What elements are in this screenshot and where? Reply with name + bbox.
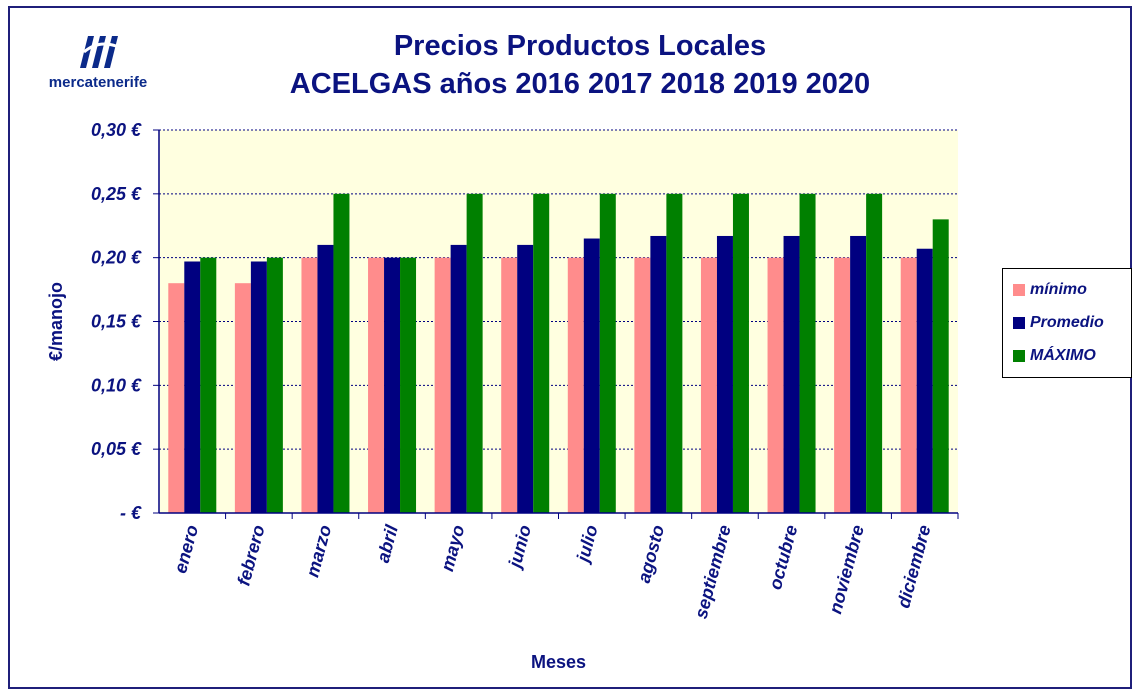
bar-diciembre-1 bbox=[916, 248, 933, 514]
legend-swatch-promedio bbox=[1013, 317, 1025, 329]
x-tick-label: febrero bbox=[233, 523, 268, 588]
bar-agosto-1 bbox=[650, 235, 667, 514]
x-tick-label: junio bbox=[504, 523, 535, 572]
bar-mayo-2 bbox=[466, 193, 483, 514]
bar-noviembre-2 bbox=[866, 193, 883, 514]
bar-noviembre-1 bbox=[850, 235, 867, 514]
bar-febrero-0 bbox=[234, 283, 251, 513]
bar-julio-2 bbox=[599, 193, 616, 514]
bar-octubre-0 bbox=[767, 257, 784, 513]
x-tick-label: julio bbox=[572, 523, 601, 566]
y-tick-label: 0,20 € bbox=[91, 248, 142, 268]
y-tick-label: 0,30 € bbox=[91, 120, 142, 140]
y-tick-label: 0,25 € bbox=[91, 184, 142, 204]
bar-julio-1 bbox=[583, 238, 600, 513]
legend-swatch-maximo bbox=[1013, 350, 1025, 362]
bar-enero-2 bbox=[200, 257, 217, 513]
logo-text: mercatenerife bbox=[48, 74, 148, 91]
bar-junio-1 bbox=[517, 244, 534, 513]
bar-agosto-2 bbox=[666, 193, 683, 514]
bar-marzo-2 bbox=[333, 193, 350, 514]
bar-diciembre-0 bbox=[900, 257, 917, 513]
bar-septiembre-1 bbox=[716, 235, 733, 514]
y-tick-labels: - € 0,05 € 0,10 € 0,15 € 0,20 € 0,25 € 0,30 € bbox=[91, 120, 142, 523]
bar-mayo-1 bbox=[450, 244, 467, 513]
legend: mínimo Promedio MÁXIMO bbox=[1002, 268, 1132, 378]
bar-febrero-2 bbox=[266, 257, 283, 513]
bars bbox=[168, 193, 949, 514]
legend-label-promedio: Promedio bbox=[1030, 314, 1104, 331]
x-axis-title: Meses bbox=[531, 652, 586, 672]
x-tick-label: enero bbox=[170, 523, 202, 576]
bar-septiembre-0 bbox=[700, 257, 717, 513]
legend-label-maximo: MÁXIMO bbox=[1030, 347, 1096, 364]
y-tick-label: 0,05 € bbox=[91, 439, 142, 459]
legend-item-minimo: mínimo bbox=[1013, 279, 1087, 301]
bar-marzo-1 bbox=[317, 244, 334, 513]
x-tick-label: noviembre bbox=[825, 523, 868, 616]
bar-octubre-2 bbox=[799, 193, 816, 514]
bar-noviembre-0 bbox=[834, 257, 851, 513]
legend-item-maximo: MÁXIMO bbox=[1013, 345, 1096, 367]
bar-marzo-0 bbox=[301, 257, 318, 513]
gridlines bbox=[153, 129, 959, 519]
legend-label-minimo: mínimo bbox=[1030, 281, 1087, 298]
logo-mark-icon bbox=[80, 36, 118, 68]
x-tick-label: marzo bbox=[302, 523, 335, 579]
bar-julio-0 bbox=[567, 257, 584, 513]
chart-title-line-2: ACELGAS años 2016 2017 2018 2019 2020 bbox=[289, 68, 871, 100]
bar-abril-0 bbox=[368, 257, 385, 513]
y-tick-label: - € bbox=[120, 503, 142, 523]
bar-octubre-1 bbox=[783, 235, 800, 514]
bar-enero-1 bbox=[184, 261, 201, 513]
x-tick-label: diciembre bbox=[893, 523, 934, 610]
legend-item-promedio: Promedio bbox=[1013, 312, 1104, 334]
bar-agosto-0 bbox=[634, 257, 651, 513]
x-tick-label: agosto bbox=[634, 523, 669, 585]
bar-junio-0 bbox=[501, 257, 518, 513]
x-tick-labels: enero febrero marzo abril mayo junio julio agos… bbox=[170, 522, 934, 621]
mercatenerife-logo: mercatenerife bbox=[28, 30, 168, 100]
bar-abril-2 bbox=[400, 257, 417, 513]
bar-mayo-0 bbox=[434, 257, 451, 513]
y-tick-label: 0,15 € bbox=[91, 312, 142, 332]
x-tick-label: octubre bbox=[765, 523, 801, 592]
x-tick-label: mayo bbox=[437, 523, 468, 574]
legend-swatch-minimo bbox=[1013, 284, 1025, 296]
bar-diciembre-2 bbox=[932, 219, 949, 513]
axes bbox=[158, 130, 958, 514]
bar-enero-0 bbox=[168, 283, 185, 513]
x-tick-label: septiembre bbox=[691, 523, 735, 621]
y-tick-label: 0,10 € bbox=[91, 375, 142, 395]
y-axis-title: €/manojo bbox=[46, 282, 66, 361]
bar-abril-1 bbox=[384, 257, 401, 513]
bar-junio-2 bbox=[533, 193, 550, 514]
bar-febrero-1 bbox=[250, 261, 267, 513]
bar-septiembre-2 bbox=[732, 193, 749, 514]
chart-title-line-1: Precios Productos Locales bbox=[393, 30, 767, 62]
x-tick-label: abril bbox=[373, 522, 402, 565]
